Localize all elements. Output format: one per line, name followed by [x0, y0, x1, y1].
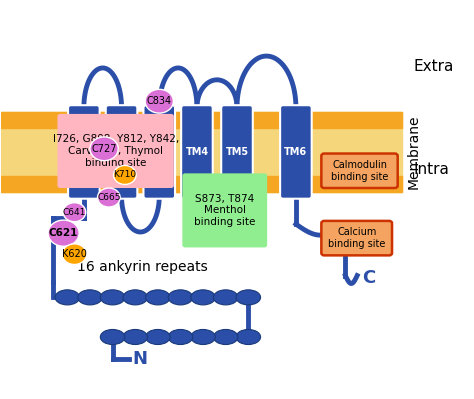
Text: C727: C727: [91, 144, 117, 154]
Text: C834: C834: [146, 96, 172, 106]
Text: TM6: TM6: [284, 147, 308, 157]
Ellipse shape: [168, 290, 193, 305]
Circle shape: [98, 188, 120, 207]
Text: K620: K620: [62, 249, 87, 259]
Text: C: C: [362, 269, 375, 286]
Ellipse shape: [123, 290, 147, 305]
Ellipse shape: [191, 290, 215, 305]
Text: Membrane: Membrane: [407, 115, 421, 189]
Text: TM2: TM2: [110, 147, 133, 157]
Text: I726, G808, Y812, Y842,
Carvacrol, Thymol
binding site: I726, G808, Y812, Y842, Carvacrol, Thymo…: [53, 134, 179, 168]
Text: TM1: TM1: [73, 147, 95, 157]
Text: TM4: TM4: [185, 147, 209, 157]
FancyBboxPatch shape: [68, 105, 100, 199]
Text: TM5: TM5: [226, 147, 248, 157]
FancyBboxPatch shape: [321, 221, 392, 255]
Ellipse shape: [100, 290, 125, 305]
FancyBboxPatch shape: [181, 105, 213, 199]
FancyBboxPatch shape: [106, 105, 137, 199]
Text: TM3: TM3: [148, 147, 171, 157]
FancyBboxPatch shape: [144, 105, 175, 199]
Bar: [1, 113, 402, 128]
Ellipse shape: [146, 330, 170, 344]
FancyBboxPatch shape: [280, 105, 312, 199]
Circle shape: [145, 89, 173, 113]
Bar: [1, 176, 402, 192]
Ellipse shape: [146, 290, 170, 305]
Ellipse shape: [213, 330, 238, 344]
FancyBboxPatch shape: [321, 154, 398, 188]
Ellipse shape: [55, 290, 80, 305]
Ellipse shape: [236, 330, 261, 344]
Circle shape: [48, 220, 79, 246]
Text: Calcium
binding site: Calcium binding site: [328, 227, 385, 249]
Ellipse shape: [213, 290, 238, 305]
Text: C665: C665: [97, 193, 120, 202]
Text: N: N: [132, 350, 147, 368]
Text: 16 ankyrin repeats: 16 ankyrin repeats: [77, 260, 208, 274]
Bar: [1, 113, 402, 192]
Ellipse shape: [191, 330, 215, 344]
Ellipse shape: [168, 330, 193, 344]
Text: K710: K710: [113, 170, 137, 180]
Text: Calmodulin
binding site: Calmodulin binding site: [331, 160, 388, 182]
Text: C641: C641: [63, 207, 86, 217]
Text: Extra: Extra: [414, 59, 454, 74]
Text: C621: C621: [49, 228, 78, 238]
Circle shape: [90, 137, 118, 161]
Ellipse shape: [100, 330, 125, 344]
Text: S873, T874
Menthol
binding site: S873, T874 Menthol binding site: [194, 194, 255, 227]
FancyBboxPatch shape: [221, 105, 253, 199]
Ellipse shape: [78, 290, 102, 305]
Circle shape: [62, 244, 87, 265]
FancyBboxPatch shape: [182, 173, 267, 247]
Ellipse shape: [236, 290, 261, 305]
Ellipse shape: [123, 330, 147, 344]
Circle shape: [63, 203, 86, 222]
Text: Intra: Intra: [414, 162, 449, 177]
Circle shape: [114, 166, 136, 184]
FancyBboxPatch shape: [57, 114, 174, 188]
